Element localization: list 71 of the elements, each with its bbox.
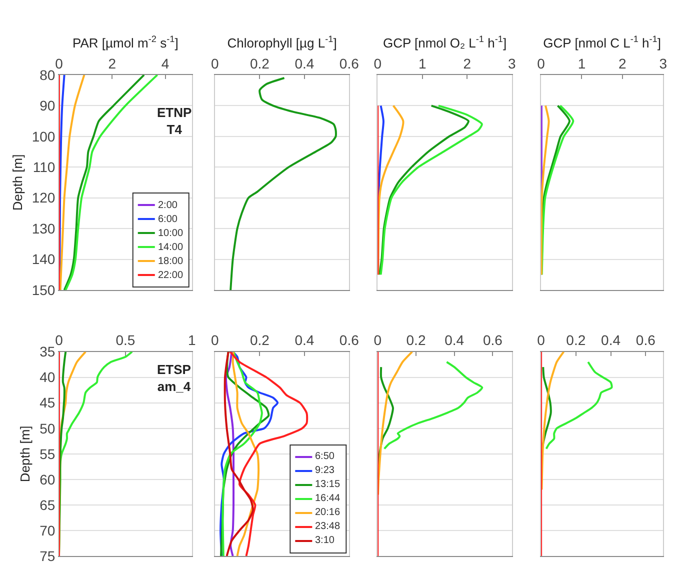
legend-label: 10:00 <box>158 228 184 239</box>
x-tick-label: 2 <box>108 55 116 72</box>
legend-label: 23:48 <box>315 521 340 532</box>
y-tick-label: 130 <box>32 220 56 236</box>
legend-label: 16:44 <box>315 493 340 504</box>
y-tick-label: 55 <box>40 446 56 462</box>
line-series <box>59 74 86 290</box>
x-tick-label: 0.2 <box>566 332 586 348</box>
legend-label: 2:00 <box>158 200 178 211</box>
x-tick-label: 0 <box>211 332 220 348</box>
x-tick-label: 0 <box>537 55 546 72</box>
annotation: ETSP am_4 <box>157 362 192 394</box>
x-tick-label: 0.4 <box>601 332 621 348</box>
x-tick-label: 1 <box>578 55 586 72</box>
line-series <box>63 74 146 290</box>
y-tick-label: 120 <box>32 190 56 206</box>
legend-label: 6:00 <box>158 214 178 225</box>
x-tick-label: 0.4 <box>294 55 314 72</box>
y-tick-label: 40 <box>40 369 56 386</box>
y-tick-label: 100 <box>32 128 56 144</box>
x-tick-label: 2 <box>618 55 627 72</box>
x-tick-label: 0 <box>55 55 64 72</box>
annotation: ETNP T4 <box>157 105 192 137</box>
legend-label: 3:10 <box>315 535 335 546</box>
x-axis-title: GCP [nmol O₂ L$^{-1}$ h$^{-1}$] <box>382 34 507 50</box>
x-axis-title: Chlorophyll [µg L$^{-1}$] <box>227 34 337 50</box>
legend-label: 9:23 <box>315 465 335 476</box>
legend-label: 18:00 <box>158 256 184 267</box>
y-axis-title: Depth [m] <box>10 154 25 211</box>
y-tick-label: 50 <box>40 420 56 436</box>
x-tick-label: 0.5 <box>116 332 136 348</box>
x-tick-label: 0.6 <box>636 332 656 348</box>
legend-label: 6:50 <box>315 451 335 462</box>
x-tick-label: 3 <box>508 55 516 72</box>
y-tick-label: 35 <box>40 344 56 360</box>
x-tick-label: 4 <box>161 55 170 72</box>
x-tick-label: 0.6 <box>339 332 360 348</box>
y-axis-title: Depth [m] <box>18 426 33 482</box>
y-tick-label: 140 <box>32 251 56 268</box>
x-axis-title: GCP [nmol C L$^{-1}$ h$^{-1}$] <box>543 34 661 50</box>
y-tick-label: 90 <box>40 98 56 114</box>
legend-label: 22:00 <box>158 270 184 281</box>
x-tick-label: 0.2 <box>250 55 270 72</box>
x-tick-label: 1 <box>418 55 426 72</box>
y-tick-label: 150 <box>32 282 56 298</box>
y-tick-label: 75 <box>40 548 56 564</box>
line-series <box>64 74 158 290</box>
x-tick-label: 0 <box>55 332 64 348</box>
y-tick-label: 60 <box>40 471 56 488</box>
x-tick-label: 0 <box>374 332 382 348</box>
legend-label: 14:00 <box>158 242 184 253</box>
x-tick-label: 0 <box>374 55 382 72</box>
legend-label: 20:16 <box>315 507 340 518</box>
x-tick-label: 0.4 <box>294 332 314 348</box>
x-tick-label: 0.6 <box>482 332 503 348</box>
x-tick-label: 0.6 <box>339 55 360 72</box>
x-tick-label: 0 <box>537 332 546 348</box>
x-tick-label: 2 <box>463 55 472 72</box>
x-tick-label: 1 <box>188 332 196 348</box>
x-tick-label: 0.2 <box>250 332 270 348</box>
y-tick-label: 80 <box>40 66 56 83</box>
y-tick-label: 45 <box>40 394 56 411</box>
y-tick-label: 70 <box>40 522 56 538</box>
y-tick-label: 65 <box>40 496 56 513</box>
x-tick-label: 0.4 <box>444 332 464 348</box>
legend-label: 13:15 <box>315 479 340 490</box>
x-tick-label: 0 <box>211 55 220 72</box>
y-tick-label: 110 <box>32 159 56 175</box>
x-tick-label: 3 <box>659 55 668 72</box>
x-axis-title: PAR [µmol m$^{-2}$ s$^{-1}$] <box>72 34 178 50</box>
x-tick-label: 0.2 <box>406 332 426 348</box>
